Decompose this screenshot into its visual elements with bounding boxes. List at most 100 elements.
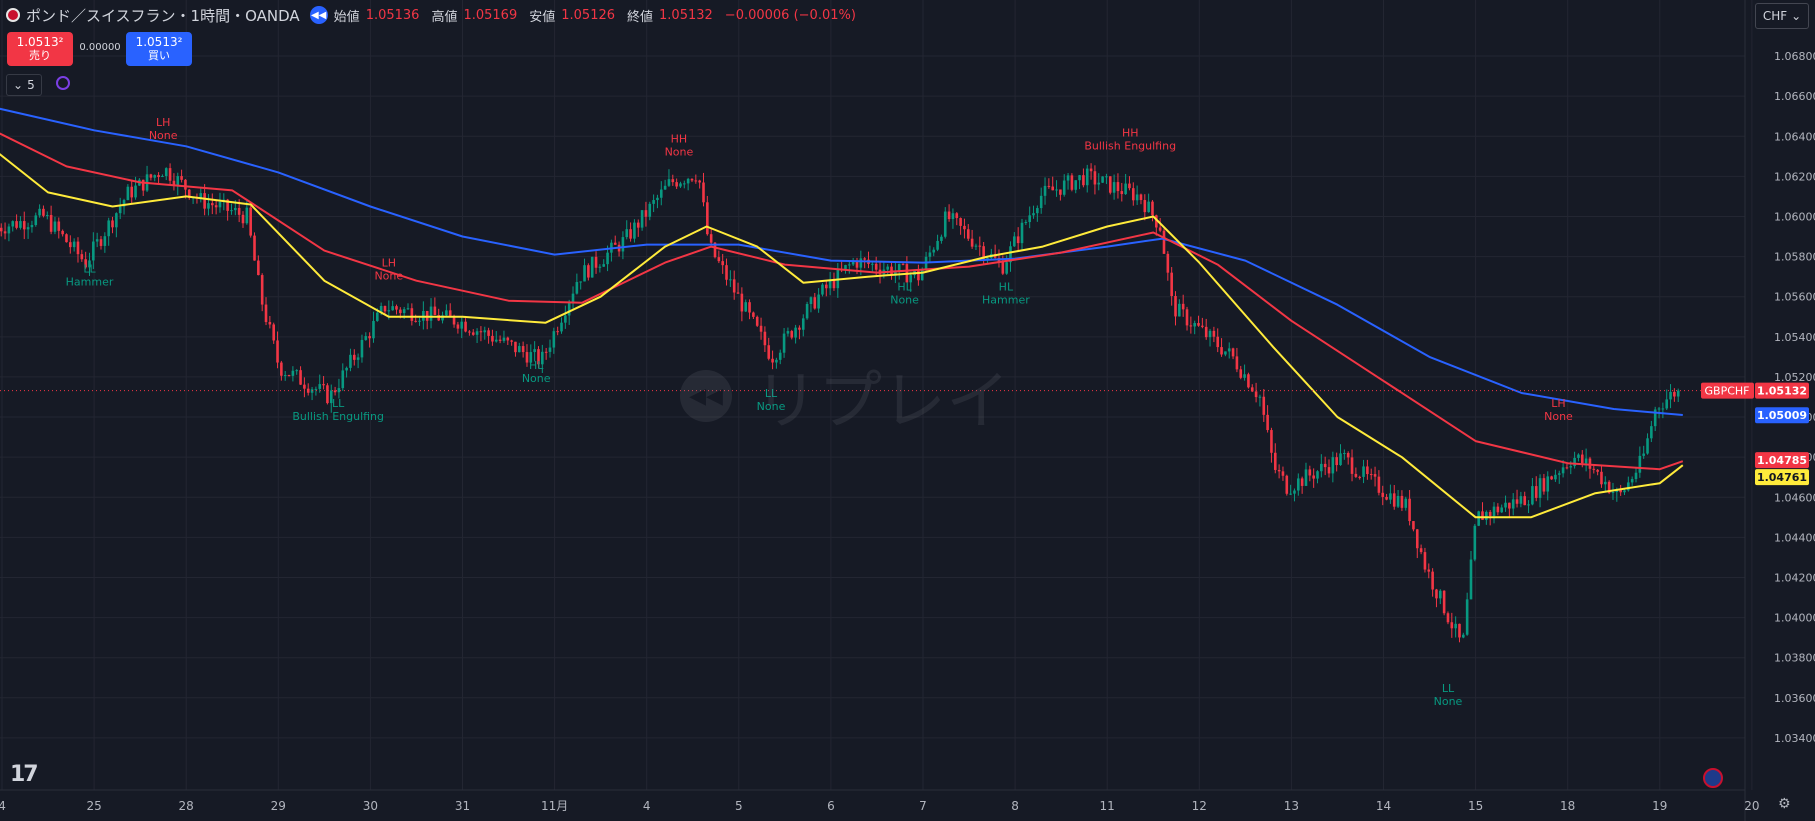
candle-body	[529, 352, 533, 363]
candle-body	[874, 263, 878, 270]
candle-body	[740, 293, 744, 312]
candle-body	[982, 246, 985, 259]
candle-body	[606, 252, 609, 265]
candle-body	[314, 388, 318, 390]
candle-body	[963, 225, 966, 230]
candle-body	[1584, 458, 1588, 464]
candle-body	[1634, 472, 1638, 480]
swing-pattern: None	[1434, 695, 1463, 708]
currency-button[interactable]: CHF ⌄	[1755, 3, 1809, 29]
candle-body	[379, 305, 383, 313]
x-tick-label: 11	[1100, 799, 1115, 813]
candle-body	[974, 245, 978, 247]
candle-body	[1534, 486, 1538, 498]
candle-body	[360, 339, 364, 358]
candle-body	[871, 263, 874, 265]
candle-body	[291, 370, 295, 376]
candle-body	[1327, 467, 1331, 474]
candle-body	[1511, 499, 1515, 509]
candle-body	[329, 390, 333, 404]
candle-body	[218, 201, 222, 208]
candle-body	[805, 304, 809, 319]
x-tick-label: 4	[643, 799, 651, 813]
uk-flag-icon[interactable]	[1703, 768, 1723, 788]
swing-pattern: None	[890, 294, 919, 307]
candle-body	[1250, 387, 1254, 392]
sell-price: 1.0513²	[16, 35, 64, 49]
symbol-title[interactable]: ポンド／スイスフラン・1時間・OANDA	[26, 6, 300, 25]
candle-body	[345, 367, 348, 371]
candle-body	[15, 221, 18, 228]
candle-body	[272, 324, 275, 341]
candle-body	[180, 176, 183, 180]
candle-body	[253, 235, 256, 261]
candle-body	[1431, 571, 1434, 590]
candle-body	[717, 257, 721, 262]
candle-body	[49, 214, 53, 232]
candle-body	[1197, 323, 1200, 326]
candle-body	[521, 346, 525, 353]
candle-body	[1178, 303, 1181, 317]
candle-body	[295, 370, 299, 372]
sell-button[interactable]: 1.0513² 売り	[7, 32, 73, 66]
candle-body	[487, 330, 490, 336]
candle-body	[848, 264, 851, 266]
candle-body	[1473, 525, 1477, 560]
swing-type: HL	[529, 359, 544, 372]
candle-body	[34, 215, 38, 226]
candle-body	[1243, 374, 1246, 378]
tradingview-logo[interactable]: 17	[10, 762, 39, 787]
swing-pattern: None	[665, 145, 694, 158]
sync-icon[interactable]	[56, 76, 70, 90]
candle-body	[249, 207, 252, 236]
candle-body	[399, 309, 402, 314]
ema-mid-line	[0, 132, 1684, 471]
swing-type: HH	[1122, 126, 1139, 139]
chevron-down-icon: ⌄	[13, 78, 24, 92]
candle-body	[851, 260, 855, 265]
candle-body	[115, 213, 118, 228]
candle-body	[1450, 622, 1454, 629]
candle-body	[778, 352, 782, 360]
candle-body	[460, 321, 464, 329]
candle-body	[299, 370, 302, 385]
indicators-toggle[interactable]: ⌄ 5	[6, 74, 42, 96]
candle-body	[153, 175, 157, 178]
candle-body	[602, 264, 606, 267]
candle-body	[1604, 481, 1607, 485]
candle-body	[1653, 409, 1657, 427]
buy-button[interactable]: 1.0513² 買い	[126, 32, 192, 66]
candle-body	[1469, 559, 1473, 600]
candle-body	[1611, 492, 1615, 494]
candle-body	[533, 349, 536, 353]
gear-icon[interactable]: ⚙	[1778, 796, 1791, 812]
candle-body	[924, 256, 928, 271]
candle-body	[76, 241, 80, 255]
swing-pattern: Hammer	[66, 276, 114, 289]
symbol-price-tag: GBPCHF	[1701, 382, 1754, 399]
candle-body	[863, 258, 866, 260]
candle-body	[1527, 504, 1530, 506]
candle-body	[1227, 348, 1231, 352]
candle-body	[1546, 476, 1550, 492]
candle-body	[1193, 323, 1196, 327]
grid	[0, 0, 1753, 790]
candle-body	[897, 263, 901, 272]
candle-body	[468, 331, 471, 333]
candle-body	[1358, 476, 1362, 478]
replay-icon[interactable]: ◀◀	[309, 6, 328, 24]
candle-body	[679, 183, 682, 187]
x-tick-label: 31	[455, 799, 470, 813]
candle-body	[280, 362, 283, 376]
candle-body	[441, 315, 444, 321]
candle-body	[966, 229, 970, 239]
y-tick-label: 1.04400	[1774, 531, 1815, 544]
candle-body	[1078, 175, 1081, 181]
candle-body	[1312, 475, 1315, 479]
candle-body	[1642, 453, 1645, 456]
candle-body	[986, 257, 989, 259]
candle-body	[1565, 467, 1569, 469]
